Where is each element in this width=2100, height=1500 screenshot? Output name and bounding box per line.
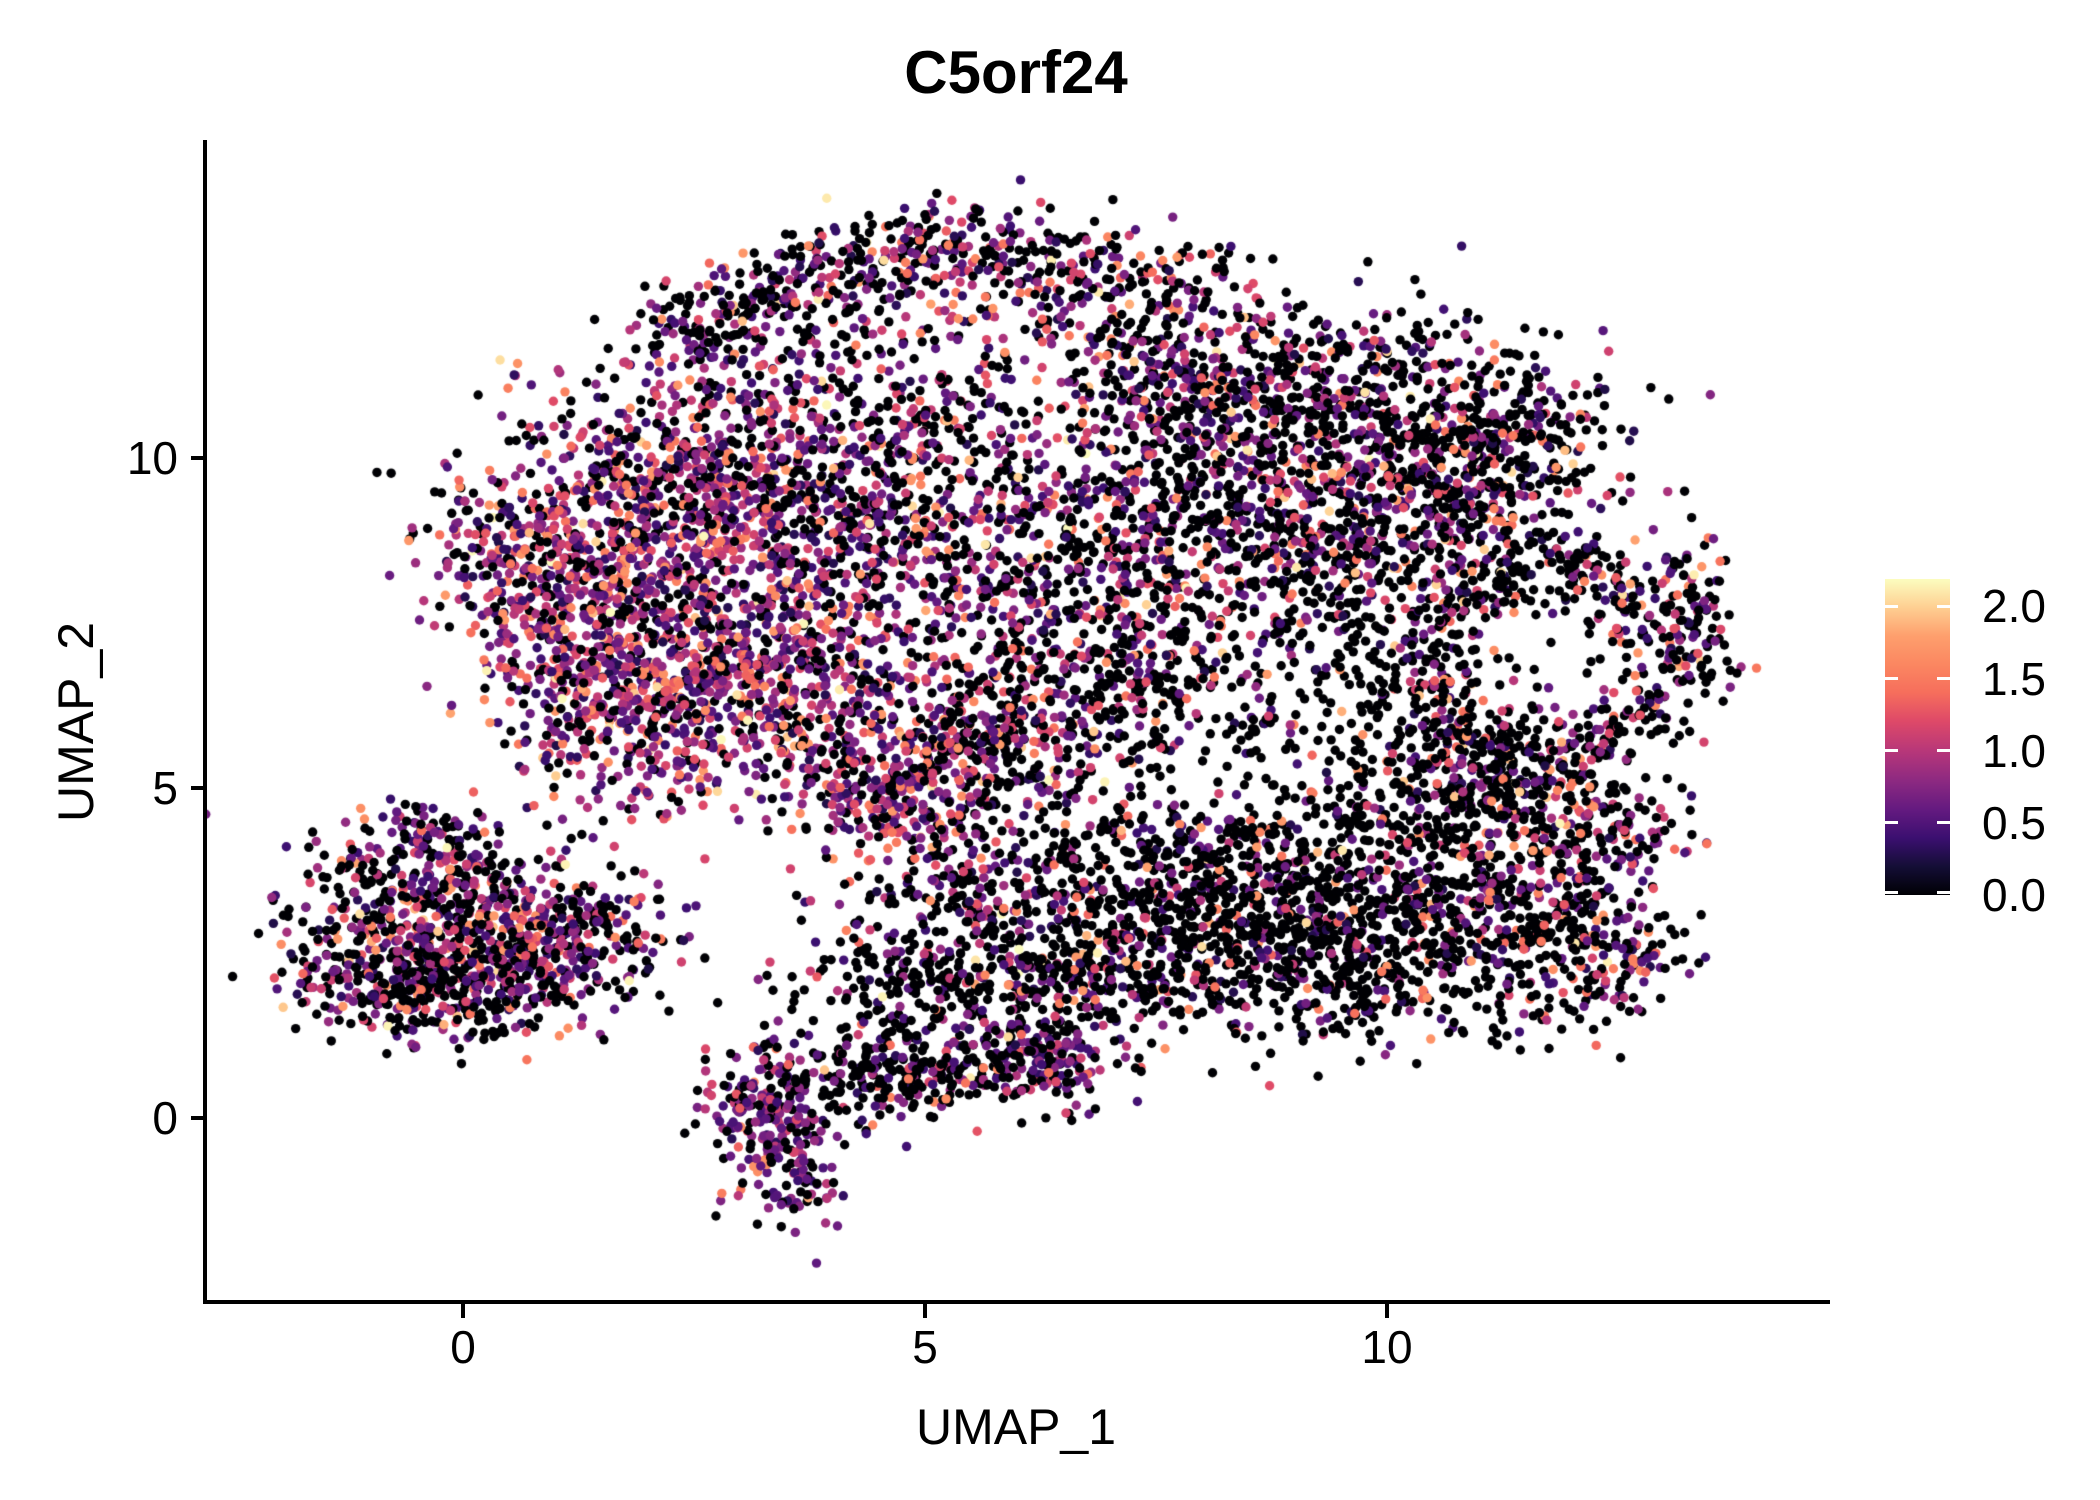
legend-notch-left bbox=[1885, 677, 1898, 681]
legend-notch-right bbox=[1937, 604, 1950, 608]
legend-tick-label: 1.0 bbox=[1982, 724, 2046, 777]
y-tick-label: 10 bbox=[126, 432, 178, 484]
legend-tick-label: 0.0 bbox=[1982, 869, 2046, 921]
page-title: C5orf24 bbox=[904, 39, 1128, 106]
legend-notch-left bbox=[1885, 604, 1898, 608]
legend-notch-right bbox=[1937, 677, 1950, 681]
legend-notch-left bbox=[1885, 890, 1898, 894]
expression-colorbar bbox=[1885, 579, 1950, 895]
legend-notch-right bbox=[1937, 890, 1950, 894]
y-tick-mark bbox=[191, 456, 205, 460]
x-axis-line bbox=[203, 1300, 1830, 1304]
y-tick-mark bbox=[191, 786, 205, 790]
x-tick-mark bbox=[923, 1304, 927, 1318]
legend-notch-left bbox=[1885, 821, 1898, 825]
legend-notch-right bbox=[1937, 749, 1950, 753]
x-tick-mark bbox=[461, 1304, 465, 1318]
y-axis-line bbox=[203, 140, 207, 1304]
x-tick-label: 0 bbox=[450, 1321, 476, 1373]
y-tick-label: 0 bbox=[152, 1092, 178, 1144]
x-axis-title: UMAP_1 bbox=[915, 1399, 1117, 1455]
legend-tick-label: 0.5 bbox=[1982, 796, 2046, 849]
legend-notch-left bbox=[1885, 749, 1898, 753]
legend-tick-label: 2.0 bbox=[1982, 580, 2046, 633]
legend-notch-right bbox=[1937, 821, 1950, 825]
legend-tick-label: 1.5 bbox=[1982, 652, 2046, 705]
y-tick-label: 5 bbox=[152, 762, 178, 814]
x-tick-label: 5 bbox=[912, 1321, 938, 1373]
y-axis-title: UMAP_2 bbox=[48, 621, 104, 823]
x-tick-mark bbox=[1385, 1304, 1389, 1318]
y-tick-mark bbox=[191, 1116, 205, 1120]
x-tick-label: 10 bbox=[1361, 1321, 1413, 1373]
